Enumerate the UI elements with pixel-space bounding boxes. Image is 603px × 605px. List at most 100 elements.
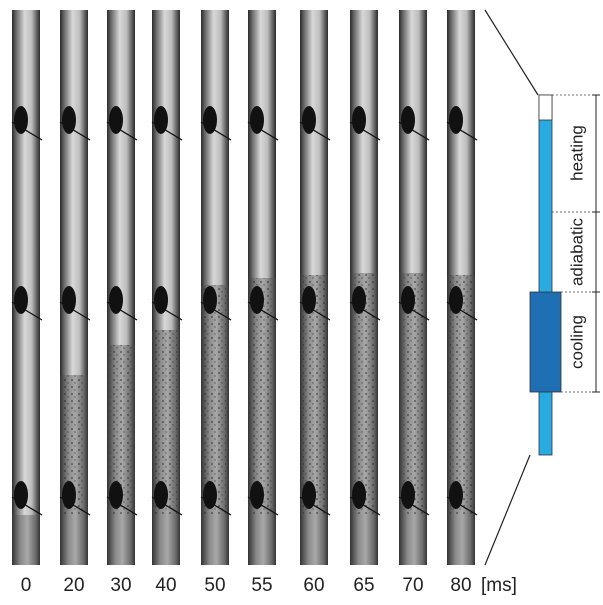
tube-photos [11,10,478,565]
bottom-liquid [350,515,378,565]
thermocouple [401,481,415,509]
wire [200,301,232,321]
thermocouple [109,106,123,134]
wire [59,496,91,516]
wire [247,121,279,141]
dimension-lines [592,94,600,393]
thermocouple [302,106,316,134]
bubbles [303,275,325,515]
thermocouple [352,286,366,314]
thermocouple [109,481,123,509]
thermocouple [401,286,415,314]
cooling-label: cooling [567,315,586,369]
bubbles [63,375,85,515]
thermocouple [14,286,28,314]
bottom-liquid [447,515,475,565]
bottom-liquid [12,515,40,565]
time-label: 55 [251,575,272,596]
thermocouple [449,106,463,134]
wire [11,496,43,516]
bottom-liquid [300,515,328,565]
thermocouple [14,481,28,509]
heating-label: heating [567,125,586,181]
thermocouple [62,481,76,509]
wire [446,301,478,321]
thermocouple [352,106,366,134]
time-label: 20 [63,575,84,596]
zoom-line [484,454,531,566]
thermocouple [14,106,28,134]
bottom-liquid [152,515,180,565]
wire [299,496,331,516]
wire [398,301,430,321]
wire [299,121,331,141]
thermocouple [62,286,76,314]
wire [106,496,138,516]
thermocouple [449,481,463,509]
bottom-liquid [107,515,135,565]
time-label: 40 [155,575,176,596]
time-labels: 0 20 30 40 50 55 60 65 70 80 [ms] [21,575,517,596]
thermocouple [449,286,463,314]
thermocouple [154,481,168,509]
bottom-liquid [201,515,229,565]
wire [106,121,138,141]
tube-frame [446,10,478,565]
thermocouple [203,286,217,314]
thermocouple [250,481,264,509]
wire [106,301,138,321]
bottom-liquid [248,515,276,565]
thermocouple [401,106,415,134]
wire [446,121,478,141]
thermocouple [250,106,264,134]
wire [151,301,183,321]
wire [247,496,279,516]
bubbles [402,273,424,515]
wire [11,121,43,141]
bubbles [251,278,273,515]
schematic-tube [538,94,553,456]
tube-frame [11,10,43,565]
time-label: 50 [204,575,225,596]
bubbles [450,275,472,515]
time-label: 60 [303,575,324,596]
tube-frame [200,10,232,565]
tube-frame [151,10,183,565]
tube-frame [299,10,331,565]
thermocouple [109,286,123,314]
bubbles [155,330,177,515]
wire [398,496,430,516]
wire [446,496,478,516]
wire [247,301,279,321]
thermocouple [352,481,366,509]
cooling-jacket [529,291,562,393]
tube-frame [398,10,430,565]
thermocouple [302,286,316,314]
wire [349,301,381,321]
thermocouple [154,286,168,314]
wire [349,121,381,141]
wire [59,301,91,321]
wire [299,301,331,321]
wire [349,496,381,516]
wire [151,496,183,516]
wire [200,121,232,141]
thermocouple [302,481,316,509]
thermocouple [203,481,217,509]
wire [59,121,91,141]
time-label: 65 [353,575,374,596]
tube-frame [106,10,138,565]
tube-frame [247,10,279,565]
bubbles [204,285,226,515]
unit-label: [ms] [481,575,517,596]
zoom-line [484,9,539,96]
wire [200,496,232,516]
time-label: 70 [402,575,423,596]
adiabatic-label: adiabatic [567,217,586,286]
schematic: heating adiabatic cooling [529,94,600,456]
tube-frame [59,10,91,565]
wire [398,121,430,141]
bubbles [353,273,375,515]
time-label: 30 [110,575,131,596]
thermocouple [62,106,76,134]
